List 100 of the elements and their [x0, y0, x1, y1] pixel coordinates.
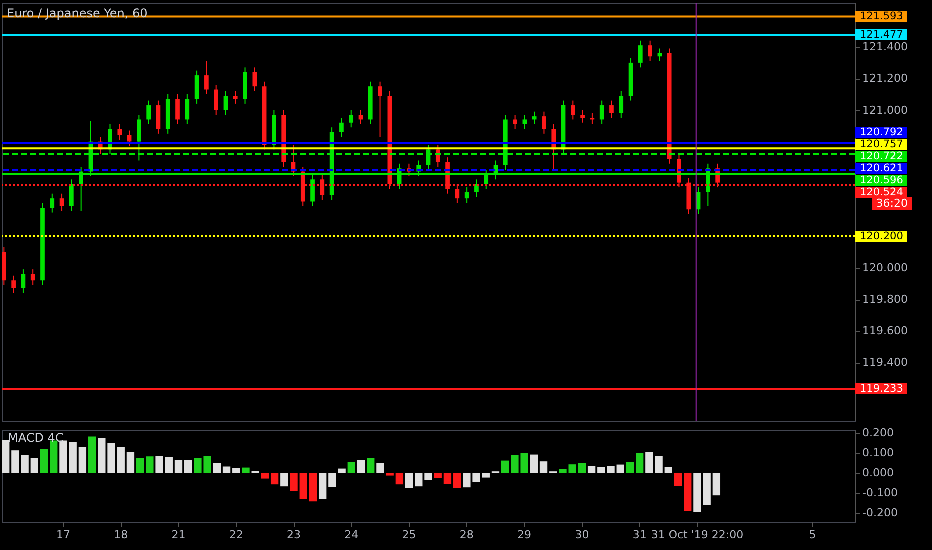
bar [290, 473, 298, 491]
x-tick-label: 25 [402, 528, 416, 542]
y-tick-label: 121.000 [862, 104, 908, 117]
bar [2, 440, 10, 473]
candlestick [233, 90, 238, 104]
candlestick [127, 130, 132, 148]
x-tick-label: 17 [56, 528, 70, 542]
candlestick [600, 100, 604, 125]
bar [136, 458, 144, 473]
ref-line-label: 119.233 [860, 382, 904, 395]
bar [146, 456, 154, 473]
bar [156, 456, 164, 473]
x-tick-label: 31 [632, 528, 647, 542]
x-tick-label: 22 [229, 528, 244, 542]
bar [357, 460, 366, 473]
bar [348, 462, 356, 473]
bar [607, 466, 615, 473]
candlestick [378, 81, 382, 138]
candlestick [156, 100, 161, 134]
ref-line-label: 120.621 [860, 162, 904, 175]
candlestick [30, 269, 36, 286]
bar [328, 473, 336, 488]
candlestick [522, 114, 528, 130]
bar [261, 473, 270, 479]
bar [117, 447, 125, 473]
bar [108, 443, 116, 473]
bar [588, 466, 596, 473]
candlestick [146, 100, 151, 125]
bar [616, 464, 624, 473]
candlestick [176, 94, 180, 125]
bar [270, 473, 279, 485]
bar [165, 457, 173, 473]
bar [88, 436, 96, 473]
bar [98, 438, 106, 473]
bar [482, 473, 490, 478]
candlestick [194, 70, 200, 104]
bar [280, 473, 288, 487]
bar [405, 473, 414, 488]
bar [242, 468, 250, 473]
bar [309, 473, 318, 502]
candlestick [513, 114, 518, 130]
candlestick [185, 94, 190, 125]
candlestick [619, 90, 624, 119]
bar [376, 463, 384, 473]
bar [367, 458, 375, 473]
y-tick-label: 121.200 [862, 72, 908, 86]
x-tick-label: 5 [809, 528, 816, 542]
y-tick-label: -0.100 [862, 486, 898, 500]
y-tick-label: 121.400 [862, 40, 908, 54]
bar [386, 473, 394, 476]
ref-line-label: 120.524 [860, 186, 904, 199]
candlestick [50, 193, 55, 214]
bar [674, 473, 682, 486]
y-tick-label: 119.400 [862, 356, 908, 370]
candlestick [21, 269, 26, 294]
ref-line-label: 120.722 [860, 150, 904, 163]
candlestick [648, 40, 652, 62]
bar [318, 473, 327, 499]
candlestick [12, 275, 16, 294]
bar [222, 466, 231, 473]
bar [78, 447, 87, 473]
candlestick [70, 179, 74, 212]
bar [598, 467, 606, 473]
x-tick-label: 28 [460, 528, 474, 542]
y-tick-label: 0.000 [862, 466, 894, 480]
ref-line-label: 120.596 [860, 174, 904, 187]
bar [712, 473, 721, 496]
bar [40, 449, 48, 473]
bar [415, 473, 423, 487]
ref-line-label: 120.757 [860, 138, 904, 151]
x-tick-label: 31 Oct '19 22:00 [651, 528, 744, 542]
y-tick-label: 0.100 [862, 446, 894, 460]
candlestick [349, 110, 354, 128]
candlestick [532, 111, 537, 125]
y-tick-label: 119.600 [862, 324, 908, 338]
y-tick-label: 0.200 [862, 426, 894, 440]
candlestick [474, 179, 479, 198]
candlestick [214, 84, 219, 116]
y-tick-label: 119.800 [862, 293, 908, 306]
x-tick-label: 30 [575, 528, 590, 542]
candlestick [118, 124, 122, 141]
bar [50, 440, 58, 473]
bar [664, 467, 672, 473]
bar [232, 468, 240, 473]
bar [434, 473, 442, 478]
bar [444, 473, 452, 484]
bar [30, 458, 38, 473]
candlestick [340, 118, 344, 138]
bar [126, 452, 135, 473]
ref-line-label: 121.593 [860, 10, 904, 23]
x-tick-label: 21 [172, 528, 186, 542]
bar [338, 468, 346, 473]
candlestick [542, 111, 546, 134]
bar [184, 460, 192, 473]
bar [626, 462, 634, 473]
candlestick [252, 67, 258, 92]
candlestick [204, 60, 209, 95]
bar [502, 460, 510, 473]
bar [578, 463, 586, 473]
bar [453, 473, 462, 488]
